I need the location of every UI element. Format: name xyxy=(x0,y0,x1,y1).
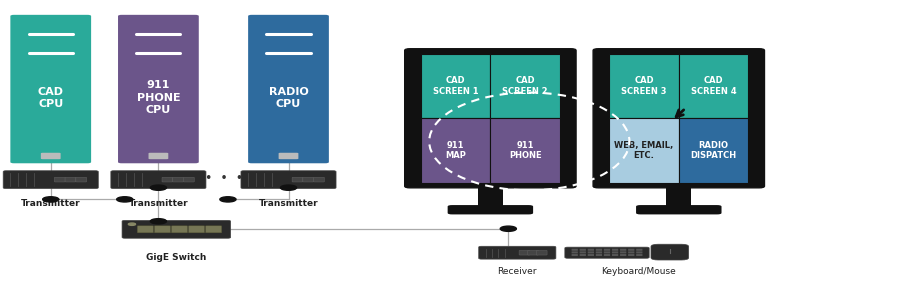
FancyBboxPatch shape xyxy=(527,250,538,255)
FancyBboxPatch shape xyxy=(588,249,594,251)
FancyBboxPatch shape xyxy=(54,177,65,182)
FancyBboxPatch shape xyxy=(572,254,578,256)
FancyBboxPatch shape xyxy=(604,251,610,253)
FancyBboxPatch shape xyxy=(572,249,578,251)
Text: •  •  •: • • • xyxy=(205,172,243,185)
FancyBboxPatch shape xyxy=(479,246,556,259)
FancyBboxPatch shape xyxy=(303,177,313,182)
FancyBboxPatch shape xyxy=(612,254,618,256)
FancyBboxPatch shape xyxy=(636,205,722,214)
FancyBboxPatch shape xyxy=(580,254,586,256)
FancyBboxPatch shape xyxy=(184,177,194,182)
FancyBboxPatch shape xyxy=(241,171,336,189)
Text: Transmitter: Transmitter xyxy=(129,199,188,207)
FancyBboxPatch shape xyxy=(628,251,634,253)
Text: Transmitter: Transmitter xyxy=(21,199,80,207)
Circle shape xyxy=(42,197,58,202)
FancyBboxPatch shape xyxy=(596,254,602,256)
FancyBboxPatch shape xyxy=(651,244,688,260)
FancyBboxPatch shape xyxy=(580,251,586,253)
Text: CAD
SCREEN 4: CAD SCREEN 4 xyxy=(690,76,736,96)
Text: CAD
SCREEN 3: CAD SCREEN 3 xyxy=(621,76,667,96)
FancyBboxPatch shape xyxy=(620,249,626,251)
FancyBboxPatch shape xyxy=(421,54,491,118)
FancyBboxPatch shape xyxy=(447,205,533,214)
FancyBboxPatch shape xyxy=(40,153,60,159)
Text: CAD
CPU: CAD CPU xyxy=(38,87,64,109)
FancyBboxPatch shape xyxy=(636,249,643,251)
Text: 911
MAP: 911 MAP xyxy=(446,140,466,160)
FancyBboxPatch shape xyxy=(138,226,154,233)
Text: Keyboard/Mouse: Keyboard/Mouse xyxy=(601,267,676,276)
FancyBboxPatch shape xyxy=(628,254,634,256)
FancyBboxPatch shape xyxy=(279,153,299,159)
FancyBboxPatch shape xyxy=(596,249,602,251)
FancyBboxPatch shape xyxy=(593,49,764,188)
Circle shape xyxy=(220,197,236,202)
Text: RADIO
CPU: RADIO CPU xyxy=(268,87,309,109)
FancyBboxPatch shape xyxy=(11,15,91,163)
FancyBboxPatch shape xyxy=(205,226,221,233)
Text: WEB, EMAIL,
ETC.: WEB, EMAIL, ETC. xyxy=(615,140,673,160)
FancyBboxPatch shape xyxy=(4,171,98,189)
FancyBboxPatch shape xyxy=(519,250,530,255)
FancyBboxPatch shape xyxy=(612,251,618,253)
Text: 911
PHONE
CPU: 911 PHONE CPU xyxy=(137,81,180,115)
FancyBboxPatch shape xyxy=(588,251,594,253)
FancyBboxPatch shape xyxy=(173,177,184,182)
FancyBboxPatch shape xyxy=(248,15,328,163)
FancyBboxPatch shape xyxy=(491,54,560,118)
FancyBboxPatch shape xyxy=(76,177,86,182)
Text: Receiver: Receiver xyxy=(498,267,537,276)
FancyBboxPatch shape xyxy=(588,254,594,256)
FancyBboxPatch shape xyxy=(666,186,691,206)
Text: CAD
SCREEN 1: CAD SCREEN 1 xyxy=(433,76,479,96)
FancyBboxPatch shape xyxy=(620,254,626,256)
FancyBboxPatch shape xyxy=(478,186,503,206)
FancyBboxPatch shape xyxy=(536,250,547,255)
FancyBboxPatch shape xyxy=(111,171,206,189)
Text: RADIO
DISPATCH: RADIO DISPATCH xyxy=(690,140,736,160)
Text: GigE Switch: GigE Switch xyxy=(146,253,206,262)
FancyBboxPatch shape xyxy=(148,153,168,159)
FancyBboxPatch shape xyxy=(292,177,303,182)
FancyBboxPatch shape xyxy=(171,226,187,233)
Circle shape xyxy=(150,185,166,190)
FancyBboxPatch shape xyxy=(609,54,679,118)
Circle shape xyxy=(117,197,133,202)
FancyBboxPatch shape xyxy=(421,118,491,183)
FancyBboxPatch shape xyxy=(122,220,230,238)
Circle shape xyxy=(500,226,517,231)
FancyBboxPatch shape xyxy=(565,247,649,258)
FancyBboxPatch shape xyxy=(604,249,610,251)
FancyBboxPatch shape xyxy=(636,251,643,253)
Text: CAD
SCREEN 2: CAD SCREEN 2 xyxy=(502,76,548,96)
FancyBboxPatch shape xyxy=(609,118,679,183)
FancyBboxPatch shape xyxy=(405,49,576,188)
FancyBboxPatch shape xyxy=(612,249,618,251)
FancyBboxPatch shape xyxy=(313,177,324,182)
FancyBboxPatch shape xyxy=(65,177,76,182)
FancyBboxPatch shape xyxy=(620,251,626,253)
Circle shape xyxy=(150,219,166,224)
FancyBboxPatch shape xyxy=(572,251,578,253)
FancyBboxPatch shape xyxy=(188,226,204,233)
FancyBboxPatch shape xyxy=(491,118,560,183)
Text: 911
PHONE: 911 PHONE xyxy=(508,140,542,160)
FancyBboxPatch shape xyxy=(580,249,586,251)
Circle shape xyxy=(281,185,297,190)
FancyBboxPatch shape xyxy=(162,177,173,182)
FancyBboxPatch shape xyxy=(628,249,634,251)
FancyBboxPatch shape xyxy=(636,254,643,256)
FancyBboxPatch shape xyxy=(679,54,748,118)
FancyBboxPatch shape xyxy=(118,15,199,163)
FancyBboxPatch shape xyxy=(155,226,170,233)
FancyBboxPatch shape xyxy=(604,254,610,256)
Circle shape xyxy=(129,223,136,225)
FancyBboxPatch shape xyxy=(679,118,748,183)
Text: Transmitter: Transmitter xyxy=(258,199,319,207)
FancyBboxPatch shape xyxy=(596,251,602,253)
